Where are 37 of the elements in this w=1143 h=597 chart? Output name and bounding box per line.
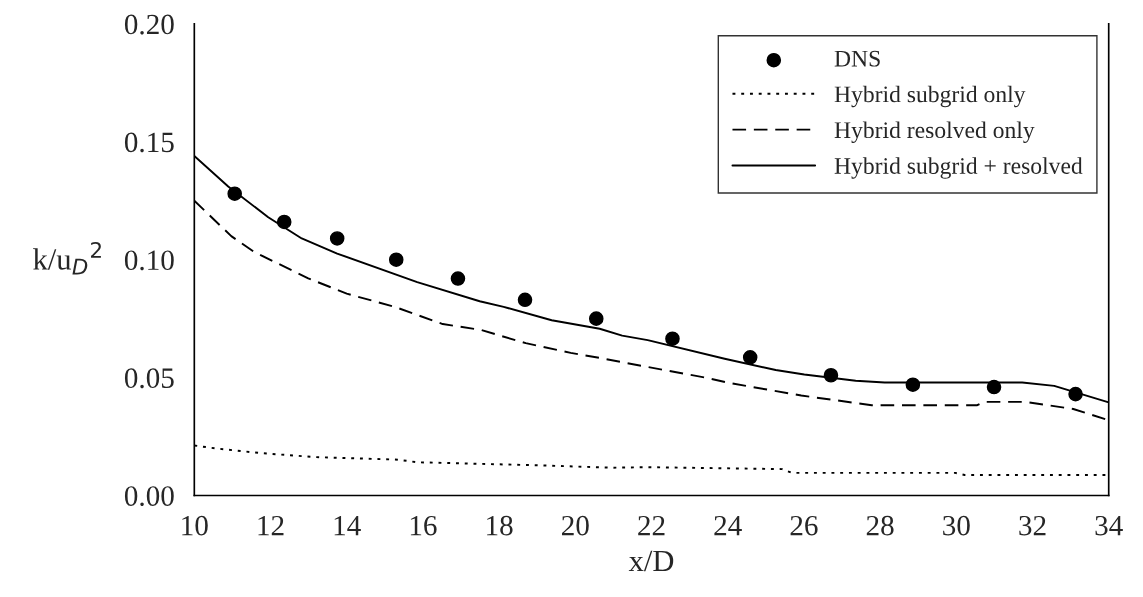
point	[517, 292, 533, 308]
x-tick-label: 14	[334, 515, 361, 536]
x-tick-label: 16	[410, 515, 437, 536]
y-tick-label: 0.20	[124, 14, 174, 35]
legend-label: Hybrid subgrid + resolved	[834, 157, 1083, 179]
point	[388, 252, 404, 267]
x-axis-title: x/D	[628, 550, 674, 572]
point	[227, 186, 242, 201]
x-tick-label: 12	[258, 515, 284, 536]
x-tick-label: 28	[866, 515, 894, 536]
legend-label: Hybrid subgrid only	[834, 85, 1026, 108]
x-tick-label: 34	[1095, 515, 1123, 536]
x-tick-label: 24	[714, 515, 742, 536]
y-axis-title: k/u$_{D}$$^{2}$	[33, 241, 101, 275]
x-tick-label: 30	[943, 515, 970, 536]
y-tick-label: 0.10	[124, 250, 174, 271]
point	[905, 377, 921, 392]
y-tick-label: 0.05	[124, 368, 174, 389]
point	[665, 331, 680, 346]
legend-label: DNS	[834, 50, 880, 67]
x-tick-label: 20	[562, 515, 589, 536]
point	[329, 231, 345, 246]
x-tick-label: 18	[487, 515, 513, 536]
x-tick-label: 22	[638, 515, 665, 536]
point	[1068, 386, 1083, 402]
y-tick-label: 0.15	[124, 132, 174, 153]
point	[276, 214, 292, 230]
point	[986, 379, 1002, 395]
point	[823, 367, 839, 383]
point	[450, 271, 466, 286]
x-tick-label: 10	[182, 515, 208, 536]
point	[742, 350, 758, 365]
legend-label: Hybrid resolved only	[834, 121, 1035, 143]
x-tick-label: 26	[790, 515, 818, 536]
y-tick-label: 0.00	[124, 486, 174, 507]
point	[588, 311, 604, 326]
x-tick-label: 32	[1019, 515, 1046, 536]
